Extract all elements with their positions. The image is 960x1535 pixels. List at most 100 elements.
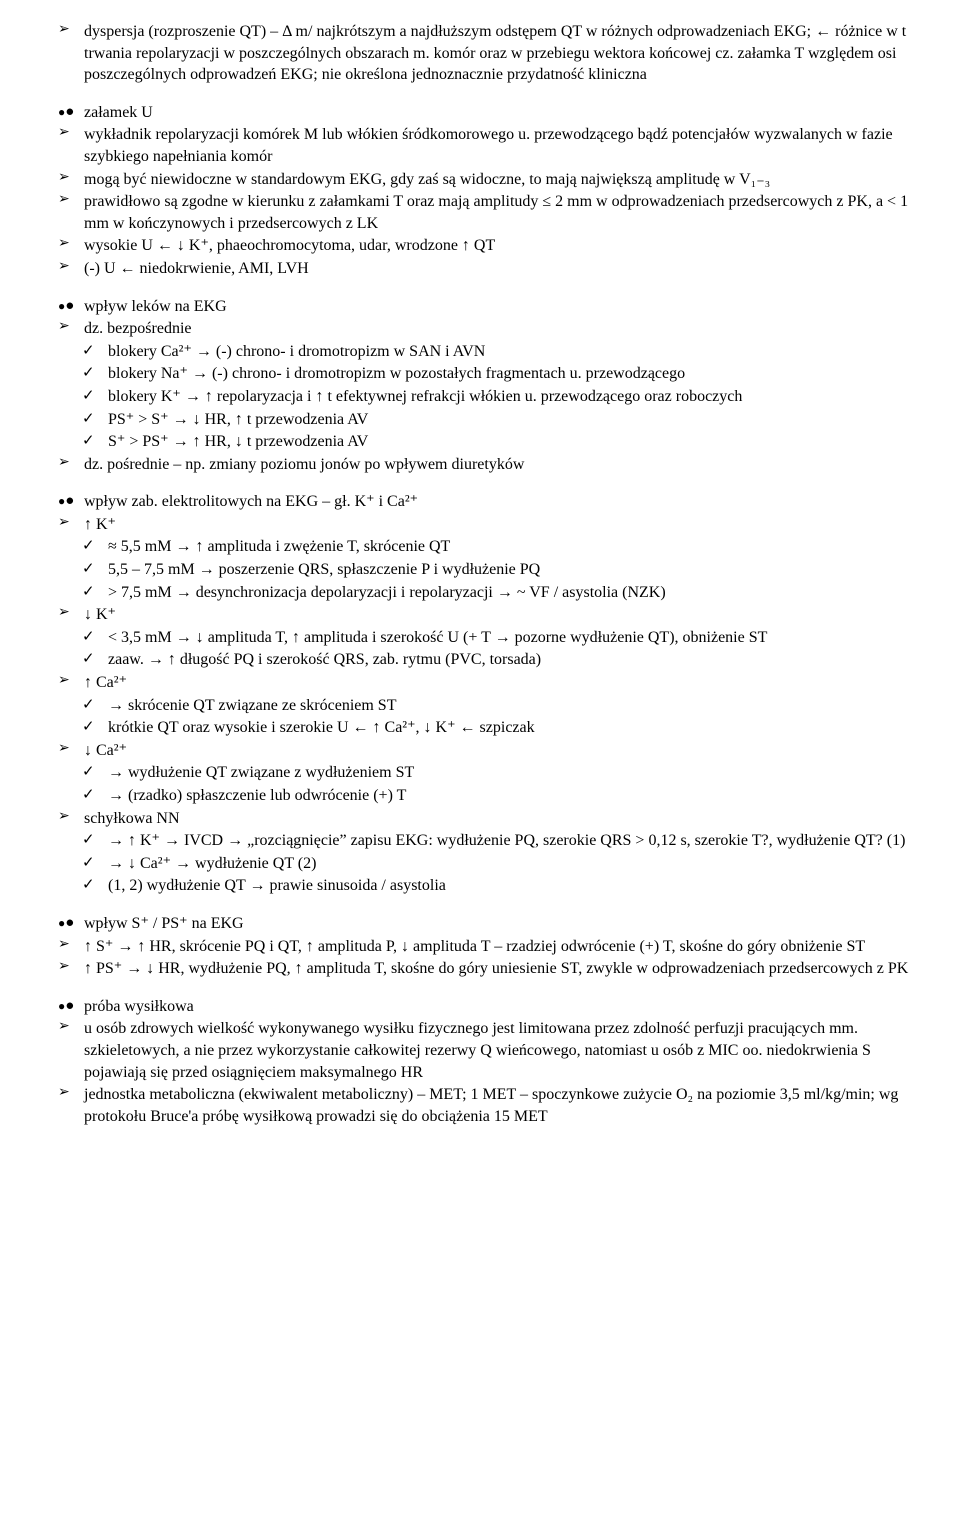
list-item: ➢mogą być niewidoczne w standardowym EKG… (44, 169, 912, 191)
chev-icon: ➢ (58, 124, 84, 143)
check-icon: ✓ (82, 409, 108, 429)
list-item-text: wpływ leków na EKG (84, 296, 912, 318)
list-item: ✓→ ↓ Ca²⁺ → wydłużenie QT (2) (44, 853, 912, 875)
chev-icon: ➢ (58, 514, 84, 533)
section-gap (44, 476, 912, 490)
list-item-text: blokery K⁺ → ↑ repolaryzacja i ↑ t efekt… (108, 386, 912, 408)
document-body: ➢dyspersja (rozproszenie QT) – Δ m/ najk… (44, 21, 912, 1127)
chev-icon: ➢ (58, 958, 84, 977)
list-item-text: prawidłowo są zgodne w kierunku z załamk… (84, 191, 912, 234)
list-item: ✓→ ↑ K⁺ → IVCD → „rozciągnięcie” zapisu … (44, 830, 912, 852)
list-item: ✓S⁺ > PS⁺ → ↑ HR, ↓ t przewodzenia AV (44, 431, 912, 453)
list-item-text: dz. bezpośrednie (84, 318, 912, 340)
list-item-text: krótkie QT oraz wysokie i szerokie U ← ↑… (108, 717, 912, 739)
check-icon: ✓ (82, 582, 108, 602)
list-item: ➢↑ K⁺ (44, 514, 912, 536)
list-item-text: wysokie U ← ↓ K⁺, phaeochromocytoma, uda… (84, 235, 912, 257)
list-item-text: blokery Na⁺ → (-) chrono- i dromotropizm… (108, 363, 912, 385)
section-gap (44, 898, 912, 912)
chev-icon: ➢ (58, 191, 84, 210)
list-item: ●wpływ leków na EKG (44, 296, 912, 318)
list-item: ✓→ wydłużenie QT związane z wydłużeniem … (44, 762, 912, 784)
list-item: ➢(-) U ← niedokrwienie, AMI, LVH (44, 258, 912, 280)
list-item: ➢dz. pośrednie – np. zmiany poziomu jonó… (44, 454, 912, 476)
list-item: ✓zaaw. → ↑ długość PQ i szerokość QRS, z… (44, 649, 912, 671)
list-item-text: ↑ S⁺ → ↑ HR, skrócenie PQ i QT, ↑ amplit… (84, 936, 912, 958)
chev-icon: ➢ (58, 672, 84, 691)
list-item: ✓> 7,5 mM → desynchronizacja depolaryzac… (44, 582, 912, 604)
list-item: ➢↑ S⁺ → ↑ HR, skrócenie PQ i QT, ↑ ampli… (44, 936, 912, 958)
list-item: ✓blokery K⁺ → ↑ repolaryzacja i ↑ t efek… (44, 386, 912, 408)
list-item-text: ↑ PS⁺ → ↓ HR, wydłużenie PQ, ↑ amplituda… (84, 958, 912, 980)
list-item-text: → ↓ Ca²⁺ → wydłużenie QT (2) (108, 853, 912, 875)
chev-icon: ➢ (58, 604, 84, 623)
dot-icon: ● (58, 102, 84, 122)
check-icon: ✓ (82, 536, 108, 556)
section-gap (44, 87, 912, 101)
check-icon: ✓ (82, 762, 108, 782)
list-item-text: u osób zdrowych wielkość wykonywanego wy… (84, 1018, 912, 1083)
dot-icon: ● (58, 491, 84, 511)
check-icon: ✓ (82, 875, 108, 895)
chev-icon: ➢ (58, 21, 84, 40)
check-icon: ✓ (82, 341, 108, 361)
chev-icon: ➢ (58, 740, 84, 759)
list-item-text: ↑ K⁺ (84, 514, 912, 536)
list-item: ●wpływ zab. elektrolitowych na EKG – gł.… (44, 491, 912, 513)
check-icon: ✓ (82, 363, 108, 383)
check-icon: ✓ (82, 431, 108, 451)
list-item-text: jednostka metaboliczna (ekwiwalent metab… (84, 1084, 912, 1127)
check-icon: ✓ (82, 853, 108, 873)
chev-icon: ➢ (58, 808, 84, 827)
check-icon: ✓ (82, 785, 108, 805)
list-item: ✓PS⁺ > S⁺ → ↓ HR, ↑ t przewodzenia AV (44, 409, 912, 431)
list-item-text: dyspersja (rozproszenie QT) – Δ m/ najkr… (84, 21, 912, 86)
list-item-text: → ↑ K⁺ → IVCD → „rozciągnięcie” zapisu E… (108, 830, 912, 852)
list-item: ✓→ (rzadko) spłaszczenie lub odwrócenie … (44, 785, 912, 807)
check-icon: ✓ (82, 717, 108, 737)
list-item-text: dz. pośrednie – np. zmiany poziomu jonów… (84, 454, 912, 476)
list-item-text: wpływ S⁺ / PS⁺ na EKG (84, 913, 912, 935)
chev-icon: ➢ (58, 454, 84, 473)
chev-icon: ➢ (58, 258, 84, 277)
list-item-text: S⁺ > PS⁺ → ↑ HR, ↓ t przewodzenia AV (108, 431, 912, 453)
dot-icon: ● (58, 996, 84, 1016)
list-item-text: > 7,5 mM → desynchronizacja depolaryzacj… (108, 582, 912, 604)
list-item: ●załamek U (44, 102, 912, 124)
list-item-text: ↑ Ca²⁺ (84, 672, 912, 694)
list-item: ✓≈ 5,5 mM → ↑ amplituda i zwężenie T, sk… (44, 536, 912, 558)
list-item: ➢schyłkowa NN (44, 808, 912, 830)
section-gap (44, 981, 912, 995)
check-icon: ✓ (82, 386, 108, 406)
list-item-text: wpływ zab. elektrolitowych na EKG – gł. … (84, 491, 912, 513)
chev-icon: ➢ (58, 936, 84, 955)
list-item-text: mogą być niewidoczne w standardowym EKG,… (84, 169, 912, 191)
list-item: ➢↑ PS⁺ → ↓ HR, wydłużenie PQ, ↑ amplitud… (44, 958, 912, 980)
chev-icon: ➢ (58, 235, 84, 254)
list-item: ➢prawidłowo są zgodne w kierunku z załam… (44, 191, 912, 234)
list-item-text: schyłkowa NN (84, 808, 912, 830)
list-item: ✓→ skrócenie QT związane ze skróceniem S… (44, 695, 912, 717)
dot-icon: ● (58, 296, 84, 316)
list-item-text: PS⁺ > S⁺ → ↓ HR, ↑ t przewodzenia AV (108, 409, 912, 431)
list-item: ➢wysokie U ← ↓ K⁺, phaeochromocytoma, ud… (44, 235, 912, 257)
list-item: ✓(1, 2) wydłużenie QT → prawie sinusoida… (44, 875, 912, 897)
list-item-text: < 3,5 mM → ↓ amplituda T, ↑ amplituda i … (108, 627, 912, 649)
list-item-text: zaaw. → ↑ długość PQ i szerokość QRS, za… (108, 649, 912, 671)
check-icon: ✓ (82, 627, 108, 647)
list-item: ➢↓ Ca²⁺ (44, 740, 912, 762)
list-item: ➢u osób zdrowych wielkość wykonywanego w… (44, 1018, 912, 1083)
chev-icon: ➢ (58, 1018, 84, 1037)
list-item-text: ↓ Ca²⁺ (84, 740, 912, 762)
list-item-text: ↓ K⁺ (84, 604, 912, 626)
list-item-text: blokery Ca²⁺ → (-) chrono- i dromotropiz… (108, 341, 912, 363)
section-gap (44, 281, 912, 295)
chev-icon: ➢ (58, 169, 84, 188)
list-item: ➢↑ Ca²⁺ (44, 672, 912, 694)
list-item: ✓5,5 – 7,5 mM → poszerzenie QRS, spłaszc… (44, 559, 912, 581)
list-item-text: załamek U (84, 102, 912, 124)
list-item: ➢jednostka metaboliczna (ekwiwalent meta… (44, 1084, 912, 1127)
list-item-text: 5,5 – 7,5 mM → poszerzenie QRS, spłaszcz… (108, 559, 912, 581)
list-item-text: → skrócenie QT związane ze skróceniem ST (108, 695, 912, 717)
list-item-text: → wydłużenie QT związane z wydłużeniem S… (108, 762, 912, 784)
